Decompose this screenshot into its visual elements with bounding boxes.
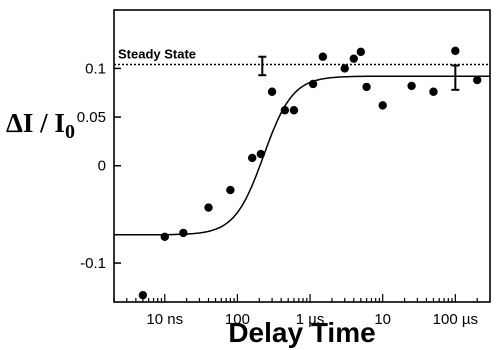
error-bars: [258, 55, 460, 91]
data-point: [451, 46, 460, 56]
plot-frame: [113, 9, 491, 303]
data-point: [204, 203, 213, 212]
data-point: [226, 185, 235, 195]
data-point: [256, 149, 266, 159]
data-point: [362, 82, 371, 92]
data-point: [340, 64, 349, 73]
x-tick-label: 100: [225, 311, 250, 328]
data-point: [308, 79, 318, 89]
data-points: [138, 46, 482, 300]
data-point: [378, 101, 387, 110]
fit-curve: [114, 75, 490, 236]
data-point: [429, 87, 438, 96]
data-point: [356, 47, 366, 57]
data-point: [318, 52, 328, 61]
y-axis: 0.1 0.05 0 -0.1: [77, 60, 121, 272]
data-point: [473, 75, 482, 85]
y-tick-label: -0.1: [80, 255, 106, 272]
data-point: [267, 87, 277, 96]
data-point: [289, 106, 299, 115]
data-point: [248, 153, 257, 163]
error-bar: [451, 64, 460, 91]
y-axis-label: ΔI / I0: [6, 108, 75, 143]
x-axis-label: Delay Time: [228, 317, 375, 348]
x-tick-label: 100 µs: [433, 311, 478, 328]
data-point: [349, 54, 358, 63]
data-point: [280, 106, 290, 115]
data-point: [179, 228, 188, 238]
y-tick-label: 0: [98, 158, 106, 175]
error-bar: [258, 55, 267, 77]
x-tick-label: 10: [374, 311, 391, 328]
x-tick-label: 10 ns: [146, 311, 183, 328]
y-tick-label: 0.05: [77, 109, 106, 126]
data-point: [138, 290, 148, 300]
y-tick-label: 0.1: [85, 60, 106, 77]
data-point: [160, 232, 169, 241]
steady-state-label: Steady State: [118, 47, 196, 62]
x-axis: 10 ns 100 1 µs 10 100 µs: [113, 294, 478, 328]
data-point: [407, 81, 416, 91]
x-tick-label: 1 µs: [296, 311, 325, 328]
